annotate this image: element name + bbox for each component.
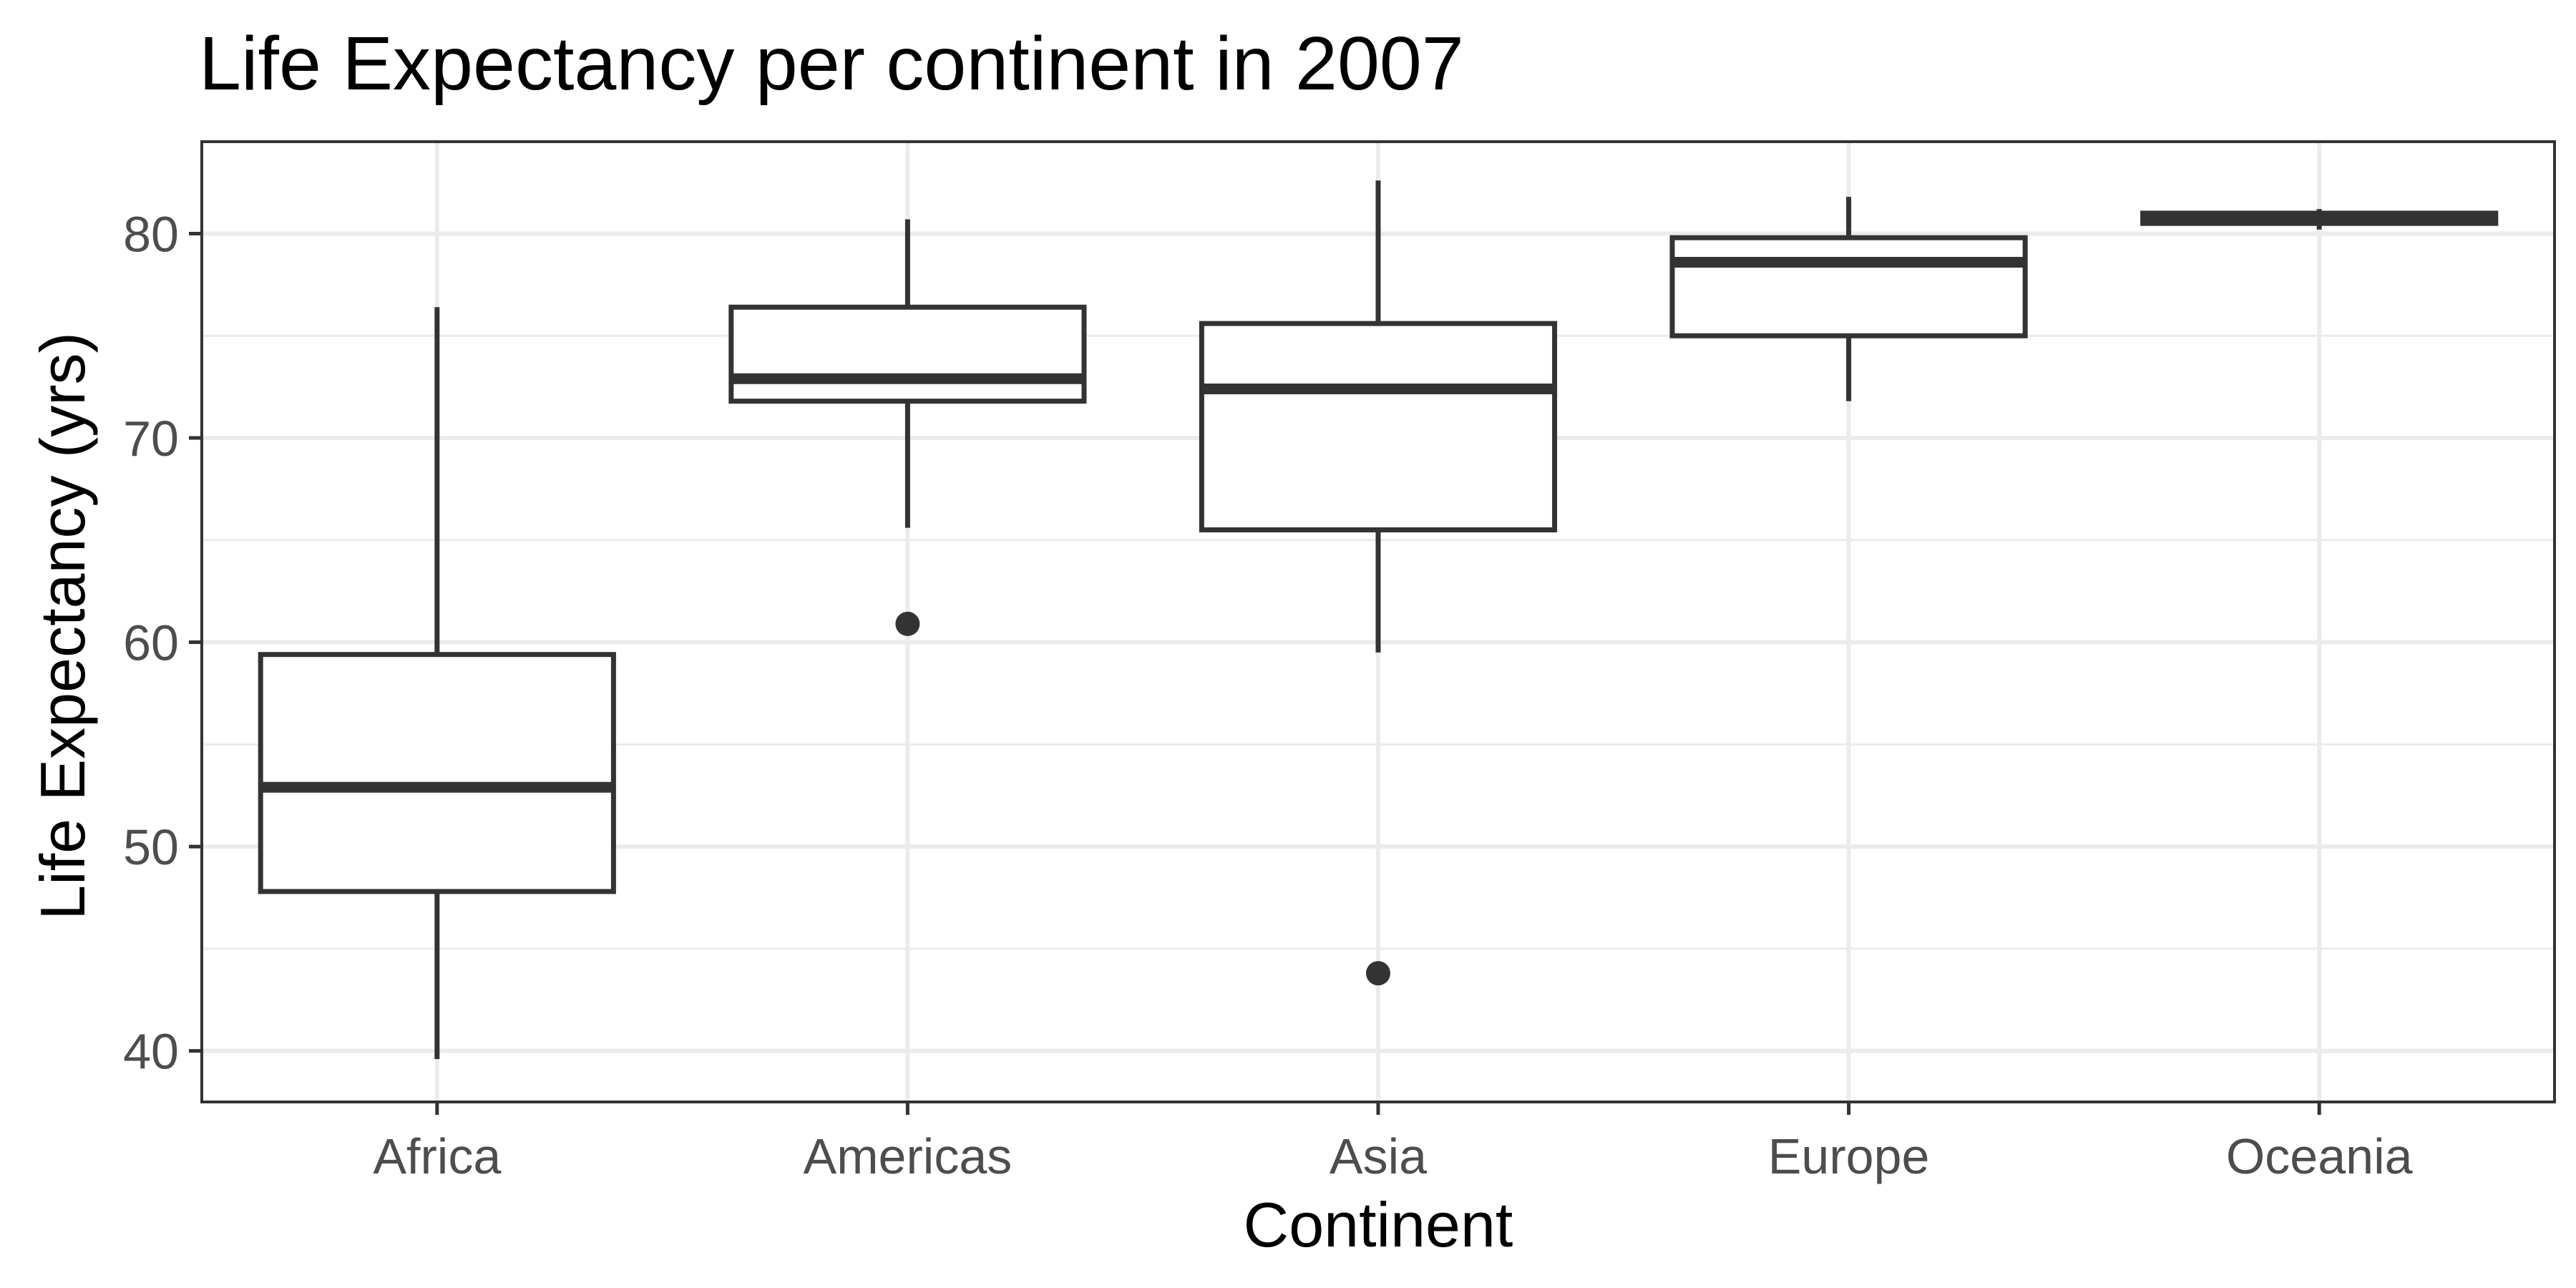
x-axis-title: Continent: [1244, 1189, 1513, 1260]
interquartile-box: [1199, 321, 1558, 533]
y-tick-label: 40: [123, 1024, 179, 1080]
box-americas: [728, 219, 1087, 636]
x-tick-label: Europe: [1768, 1128, 1930, 1184]
y-tick-label: 60: [123, 615, 179, 671]
chart-title: Life Expectancy per continent in 2007: [199, 21, 1464, 106]
interquartile-box: [728, 304, 1087, 404]
box-oceania: [2140, 209, 2499, 230]
axes: 40 50 60 70 80 Africa Americas Asia Europe Oceani…: [123, 140, 2556, 1184]
box-asia: [1199, 180, 1558, 986]
outlier-point: [895, 611, 920, 636]
interquartile-box: [258, 652, 616, 894]
interquartile-box: [1669, 235, 2028, 338]
box-europe: [1669, 197, 2028, 401]
y-tick-label: 50: [123, 819, 179, 875]
outlier-point: [1366, 961, 1390, 986]
x-tick-label: Africa: [373, 1128, 501, 1184]
x-tick-label: Oceania: [2226, 1128, 2413, 1184]
box-africa: [258, 307, 616, 1060]
x-tick-label: Americas: [804, 1128, 1013, 1184]
x-tick-label: Asia: [1330, 1128, 1427, 1184]
y-axis-title: Life Expectancy (yrs): [27, 332, 98, 920]
panel-border: [200, 140, 2556, 1103]
box-series: [258, 180, 2499, 1060]
y-tick-label: 70: [123, 411, 179, 467]
y-tick-label: 80: [123, 206, 179, 262]
